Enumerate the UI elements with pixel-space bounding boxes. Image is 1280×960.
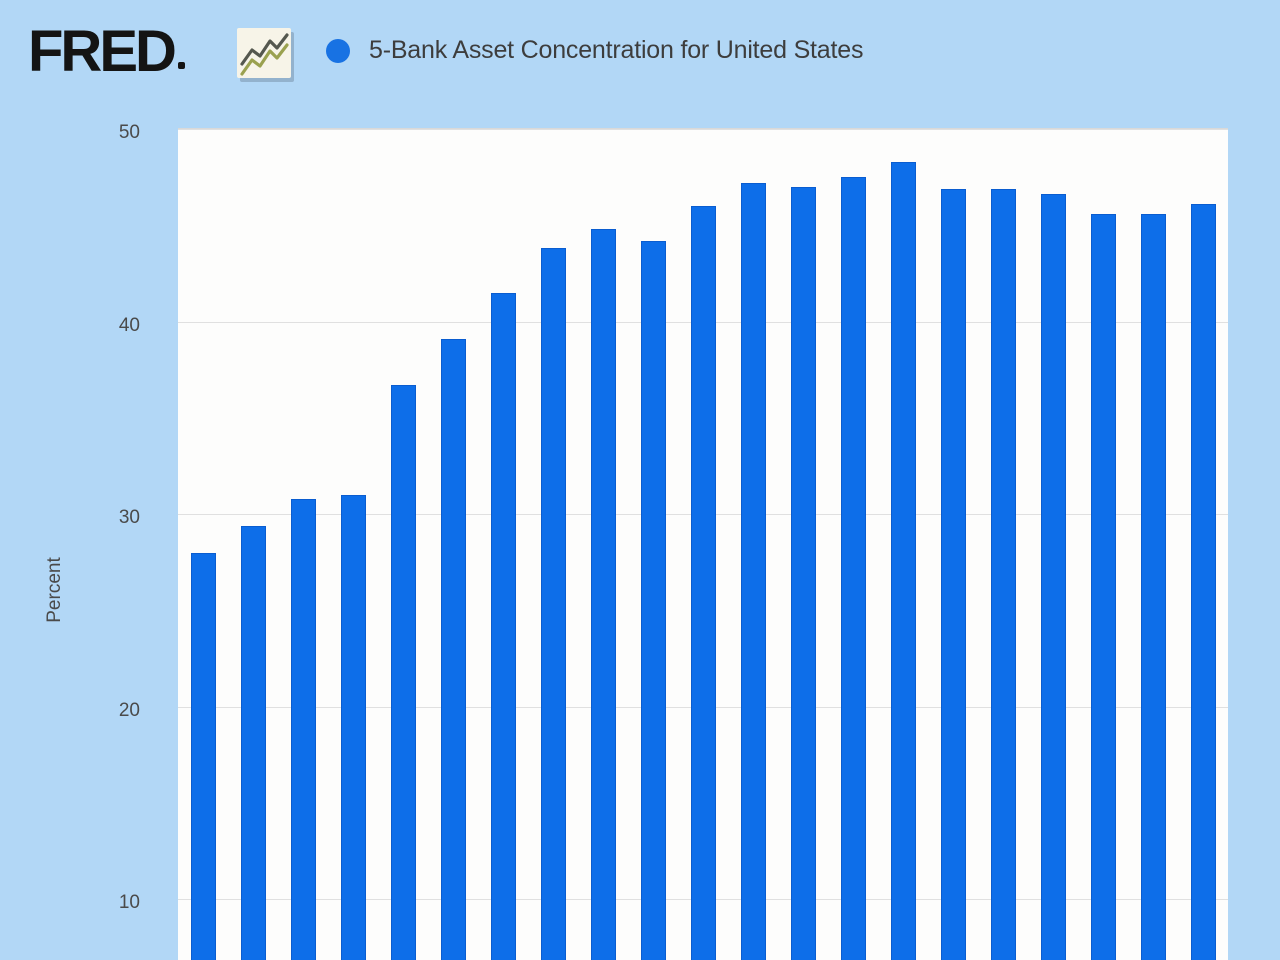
registered-trademark-icon bbox=[177, 62, 185, 69]
sparkline-graphic bbox=[240, 33, 289, 76]
bar bbox=[640, 240, 666, 960]
fred-logo: FRED bbox=[28, 18, 185, 85]
gridline bbox=[178, 129, 1228, 130]
bar bbox=[740, 182, 766, 960]
plot-area bbox=[178, 128, 1228, 960]
bar bbox=[240, 525, 266, 960]
y-tick-label: 30 bbox=[118, 507, 140, 529]
bar bbox=[840, 177, 866, 960]
bar bbox=[990, 188, 1016, 960]
bar bbox=[340, 494, 366, 960]
y-tick-label: 10 bbox=[118, 892, 140, 914]
bar bbox=[690, 206, 716, 960]
chart-header: FRED 5-Bank Asset Concentration for Unit… bbox=[0, 0, 1280, 105]
y-tick-label: 40 bbox=[118, 314, 140, 336]
bar bbox=[1140, 213, 1166, 960]
bar bbox=[890, 161, 916, 960]
bar bbox=[540, 248, 566, 960]
y-tick-label: 50 bbox=[118, 122, 140, 143]
bar bbox=[1090, 213, 1116, 960]
y-tick-label: 20 bbox=[118, 699, 140, 721]
y-axis-label: Percent bbox=[44, 557, 65, 623]
series-legend-dot-icon bbox=[326, 39, 350, 63]
bar bbox=[790, 186, 816, 960]
chart-title: 5-Bank Asset Concentration for United St… bbox=[369, 36, 864, 64]
bar bbox=[290, 498, 316, 960]
fred-logo-text: FRED bbox=[28, 19, 177, 84]
bar bbox=[590, 229, 616, 960]
bar bbox=[190, 552, 216, 960]
bar bbox=[1190, 204, 1216, 960]
bar bbox=[490, 292, 516, 960]
bar bbox=[440, 338, 466, 960]
fred-sparkline-icon bbox=[237, 28, 291, 78]
bar bbox=[390, 385, 416, 960]
bar bbox=[1040, 194, 1066, 960]
bar bbox=[940, 188, 966, 960]
